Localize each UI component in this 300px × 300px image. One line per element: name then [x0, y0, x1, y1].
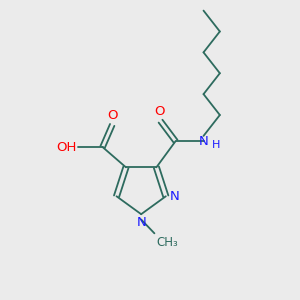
Text: CH₃: CH₃: [157, 236, 178, 249]
Text: H: H: [212, 140, 220, 150]
Text: O: O: [107, 109, 118, 122]
Text: O: O: [154, 105, 164, 118]
Text: OH: OH: [57, 141, 77, 154]
Text: N: N: [169, 190, 179, 203]
Text: N: N: [199, 135, 208, 148]
Text: N: N: [136, 216, 146, 229]
